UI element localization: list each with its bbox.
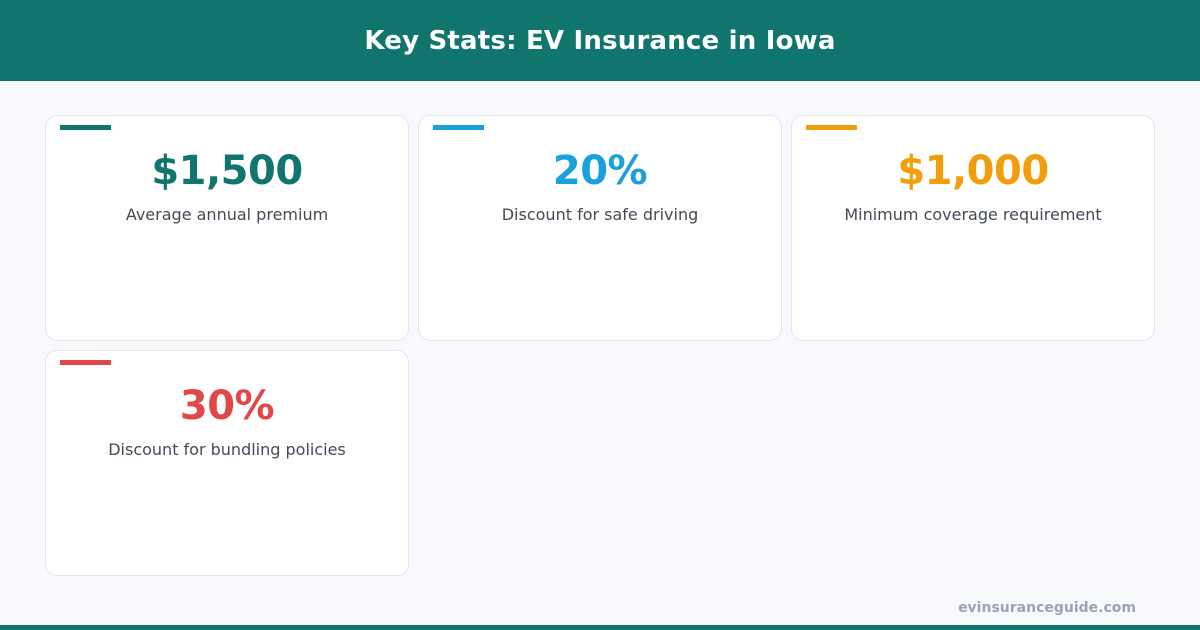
- stat-value: $1,000: [897, 148, 1049, 194]
- accent-bar: [60, 125, 111, 130]
- header-banner: Key Stats: EV Insurance in Iowa: [0, 0, 1200, 81]
- site-url: evinsuranceguide.com: [958, 600, 1136, 616]
- stat-card-average-premium: $1,500 Average annual premium: [45, 115, 409, 341]
- stat-label: Discount for bundling policies: [108, 440, 346, 459]
- stat-label: Discount for safe driving: [501, 205, 699, 224]
- accent-bar: [806, 125, 857, 130]
- stat-card-bundling-discount: 30% Discount for bundling policies: [45, 350, 409, 576]
- accent-bar: [60, 360, 111, 365]
- stat-label: Minimum coverage requirement: [844, 205, 1102, 224]
- stat-value: 30%: [179, 383, 275, 429]
- stat-value: $1,500: [151, 148, 303, 194]
- stat-label: Average annual premium: [125, 205, 329, 224]
- stat-card-safe-driving-discount: 20% Discount for safe driving: [418, 115, 782, 341]
- page-title: Key Stats: EV Insurance in Iowa: [364, 25, 836, 56]
- accent-bar: [433, 125, 484, 130]
- stat-card-minimum-coverage: $1,000 Minimum coverage requirement: [791, 115, 1155, 341]
- bottom-accent-bar: [0, 625, 1200, 630]
- stat-value: 20%: [552, 148, 648, 194]
